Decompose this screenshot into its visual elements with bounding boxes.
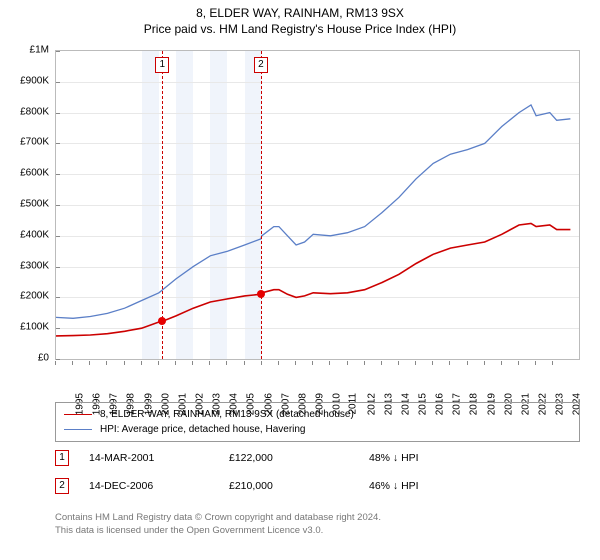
sale-marker-dot	[158, 317, 166, 325]
x-tick	[89, 361, 90, 365]
x-axis-labels: 1995199619971998199920002001200220032004…	[55, 361, 580, 406]
x-tick	[244, 361, 245, 365]
x-tick	[467, 361, 468, 365]
y-tick-label: £200K	[20, 291, 49, 302]
y-tick	[56, 236, 60, 237]
sale-row-date: 14-DEC-2006	[89, 480, 229, 492]
y-tick	[56, 267, 60, 268]
sale-marker-line	[261, 51, 262, 359]
legend-label: 8, ELDER WAY, RAINHAM, RM13 9SX (detache…	[100, 409, 354, 420]
series-line-price_paid	[56, 224, 570, 336]
y-tick	[56, 51, 60, 52]
title-line-1: 8, ELDER WAY, RAINHAM, RM13 9SX	[0, 6, 600, 20]
attribution-line-1: Contains HM Land Registry data © Crown c…	[55, 512, 580, 525]
y-tick-label: £400K	[20, 229, 49, 240]
series-line-hpi	[56, 105, 570, 318]
x-tick	[55, 361, 56, 365]
legend-box: 8, ELDER WAY, RAINHAM, RM13 9SX (detache…	[55, 402, 580, 442]
y-tick	[56, 82, 60, 83]
y-tick	[56, 113, 60, 114]
x-tick	[432, 361, 433, 365]
x-tick	[278, 361, 279, 365]
x-tick	[192, 361, 193, 365]
y-tick-label: £300K	[20, 260, 49, 271]
sale-row-delta: 46% ↓ HPI	[369, 480, 509, 492]
y-tick	[56, 359, 60, 360]
sale-row: 2 14-DEC-2006£210,00046% ↓ HPI	[55, 478, 580, 494]
title-line-2: Price paid vs. HM Land Registry's House …	[0, 22, 600, 36]
sale-marker-box: 1	[155, 57, 169, 73]
plot-area: 12	[55, 50, 580, 360]
sale-row-marker-box: 1	[55, 450, 69, 466]
x-tick	[124, 361, 125, 365]
x-tick	[535, 361, 536, 365]
chart-lines	[56, 51, 579, 359]
x-tick	[106, 361, 107, 365]
y-axis-labels: £0£100K£200K£300K£400K£500K£600K£700K£80…	[0, 50, 53, 360]
x-tick	[72, 361, 73, 365]
y-tick-label: £700K	[20, 137, 49, 148]
y-tick	[56, 174, 60, 175]
y-tick-label: £100K	[20, 322, 49, 333]
legend-swatch	[64, 429, 92, 430]
attribution-line-2: This data is licensed under the Open Gov…	[55, 525, 580, 538]
x-tick	[312, 361, 313, 365]
sale-row: 1 14-MAR-2001£122,00048% ↓ HPI	[55, 450, 580, 466]
y-tick-label: £1M	[30, 45, 49, 56]
x-tick	[552, 361, 553, 365]
sale-marker-line	[162, 51, 163, 359]
legend-label: HPI: Average price, detached house, Have…	[100, 424, 306, 435]
attribution-text: Contains HM Land Registry data © Crown c…	[55, 512, 580, 538]
x-tick	[209, 361, 210, 365]
x-tick	[158, 361, 159, 365]
x-tick	[449, 361, 450, 365]
sale-row-date: 14-MAR-2001	[89, 452, 229, 464]
chart-titles: 8, ELDER WAY, RAINHAM, RM13 9SX Price pa…	[0, 0, 600, 36]
x-tick	[175, 361, 176, 365]
x-tick	[226, 361, 227, 365]
x-tick	[364, 361, 365, 365]
x-tick	[518, 361, 519, 365]
x-tick	[329, 361, 330, 365]
sale-row-price: £122,000	[229, 452, 369, 464]
x-tick	[398, 361, 399, 365]
x-tick	[415, 361, 416, 365]
y-tick	[56, 205, 60, 206]
y-tick-label: £600K	[20, 168, 49, 179]
x-tick	[141, 361, 142, 365]
y-tick-label: £0	[38, 353, 49, 364]
sale-marker-box: 2	[254, 57, 268, 73]
x-tick	[347, 361, 348, 365]
x-tick	[501, 361, 502, 365]
legend-item: 8, ELDER WAY, RAINHAM, RM13 9SX (detache…	[64, 407, 571, 422]
y-tick	[56, 328, 60, 329]
sale-row-delta: 48% ↓ HPI	[369, 452, 509, 464]
x-tick	[484, 361, 485, 365]
x-tick	[295, 361, 296, 365]
sale-row-price: £210,000	[229, 480, 369, 492]
y-tick-label: £800K	[20, 106, 49, 117]
y-tick-label: £900K	[20, 75, 49, 86]
x-tick	[381, 361, 382, 365]
y-tick	[56, 143, 60, 144]
legend-item: HPI: Average price, detached house, Have…	[64, 422, 571, 437]
y-tick	[56, 297, 60, 298]
x-tick	[261, 361, 262, 365]
chart-container: 8, ELDER WAY, RAINHAM, RM13 9SX Price pa…	[0, 0, 600, 560]
y-tick-label: £500K	[20, 199, 49, 210]
legend-swatch	[64, 414, 92, 415]
sale-row-marker-box: 2	[55, 478, 69, 494]
sale-marker-dot	[257, 290, 265, 298]
